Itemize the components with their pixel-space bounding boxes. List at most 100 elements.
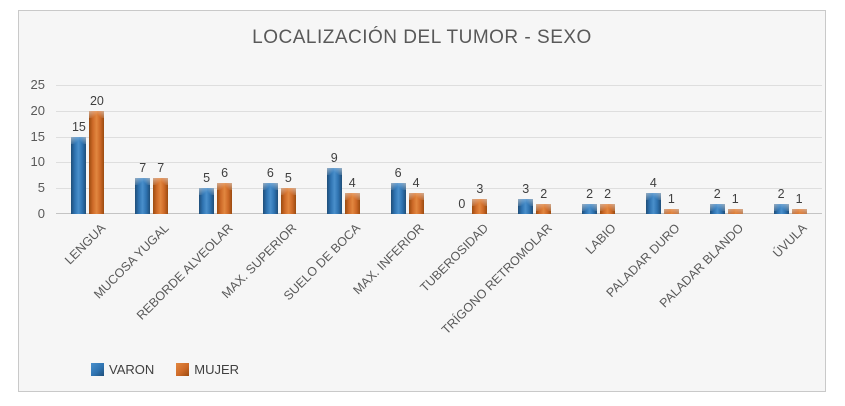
bar-mujer: [344, 193, 360, 214]
value-label: 6: [221, 166, 229, 181]
value-label: 6: [394, 166, 402, 181]
y-axis-tick-label: 5: [37, 180, 45, 196]
gridline: [56, 136, 822, 138]
bar-slot: 5: [280, 85, 296, 214]
bar-mujer: [280, 188, 296, 214]
bar-varon: [135, 177, 151, 214]
x-axis-line: [56, 213, 822, 214]
legend-item-mujer: MUJER: [176, 362, 239, 377]
value-label: 3: [476, 181, 484, 196]
bar-slot: 4: [645, 85, 661, 214]
value-label: 7: [139, 160, 147, 175]
value-label: 5: [203, 171, 211, 186]
bar-mujer: [153, 177, 169, 214]
bar-slot: 2: [536, 85, 552, 214]
bar-slot: 15: [71, 85, 87, 214]
value-label: 20: [89, 93, 104, 108]
category-label: LABIO: [582, 221, 619, 257]
bar-mujer: [89, 110, 105, 214]
bar-slot: 1: [791, 85, 807, 214]
value-label: 4: [348, 176, 356, 191]
value-label: 4: [649, 176, 657, 191]
bar-mujer: [408, 193, 424, 214]
value-label: 1: [795, 191, 803, 206]
legend-label: MUJER: [194, 362, 240, 377]
value-label: 4: [412, 176, 420, 191]
bar-varon: [709, 203, 725, 214]
gridline: [56, 188, 822, 190]
bar-varon: [645, 193, 661, 214]
y-axis-tick-label: 25: [30, 77, 45, 92]
bar-slot: 1: [727, 85, 743, 214]
y-axis-tick-label: 15: [30, 128, 45, 144]
bar-mujer: [600, 203, 616, 214]
chart-title: LOCALIZACIÓN DEL TUMOR - SEXO: [252, 27, 592, 48]
plot-area: 15 20 7 7 5 6 6 5 9 4 6 4 0 3 3 2 2 2 4 1 2 1 2 1: [56, 85, 822, 214]
bar-slot: 0: [454, 85, 469, 214]
bar-mujer: [217, 183, 233, 214]
value-label: 2: [604, 186, 612, 201]
bar-varon: [326, 167, 342, 214]
bar-slot: 20: [89, 85, 105, 214]
bar-slot: 2: [773, 85, 789, 214]
value-label: 0: [458, 197, 466, 211]
bar-mujer: [663, 208, 679, 214]
bar-slot: 6: [262, 85, 278, 214]
bar-varon: [518, 198, 534, 214]
value-label: 3: [522, 181, 530, 196]
bar-mujer: [472, 198, 488, 214]
y-axis-tick-label: 0: [37, 206, 45, 221]
bar-slot: 5: [199, 85, 215, 214]
value-label: 2: [586, 186, 594, 201]
category-label: LENGUA: [61, 221, 108, 268]
bar-mujer: [727, 208, 743, 214]
bar-slot: 9: [326, 85, 342, 214]
category-label: TUBEROSIDAD: [417, 221, 491, 295]
value-label: 7: [157, 160, 165, 175]
gridline: [56, 85, 822, 86]
value-label: 5: [284, 171, 292, 186]
bar-slot: 6: [217, 85, 233, 214]
chart-box: LOCALIZACIÓN DEL TUMOR - SEXO 15 20 7 7 5 6 6 5…: [18, 10, 826, 392]
legend-item-varon: VARON: [91, 362, 154, 377]
category-label: MAX. INFERIOR: [350, 221, 427, 298]
bar-slot: 1: [663, 85, 679, 214]
bar-slot: 7: [153, 85, 169, 214]
bar-group: 15 20: [56, 85, 120, 214]
bar-varon: [582, 203, 598, 214]
bar-mujer: [536, 203, 552, 214]
bar-slot: 2: [709, 85, 725, 214]
legend-marker-icon: [91, 363, 104, 376]
bar-slot: 3: [518, 85, 534, 214]
value-label: 9: [330, 150, 338, 165]
legend-label: VARON: [109, 362, 155, 377]
category-label: ÚVULA: [770, 221, 810, 261]
value-label: 15: [71, 119, 86, 134]
gridline: [56, 110, 822, 112]
bar-slot: 6: [390, 85, 406, 214]
bar-slot: 2: [582, 85, 598, 214]
bar-mujer: [791, 208, 807, 214]
y-axis-tick-label: 20: [30, 102, 45, 118]
value-label: 2: [540, 186, 548, 201]
bar-slot: 2: [600, 85, 616, 214]
bar-varon: [71, 136, 87, 214]
bar-varon: [199, 188, 215, 214]
bar-varon: [262, 183, 278, 214]
bar-slot: 7: [135, 85, 151, 214]
category-label: TRÍGONO RETROMOLAR: [438, 221, 555, 337]
bar-slot: 3: [472, 85, 488, 214]
bar-varon: [390, 183, 406, 214]
